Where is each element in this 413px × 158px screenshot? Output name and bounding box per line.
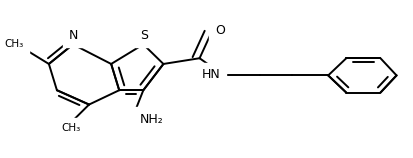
Text: N: N: [68, 29, 78, 42]
Text: HN: HN: [201, 68, 220, 81]
Text: CH₃: CH₃: [61, 123, 81, 133]
Text: NH₂: NH₂: [139, 113, 163, 126]
Text: S: S: [140, 29, 148, 42]
Text: O: O: [214, 24, 224, 37]
Text: CH₃: CH₃: [4, 39, 23, 49]
